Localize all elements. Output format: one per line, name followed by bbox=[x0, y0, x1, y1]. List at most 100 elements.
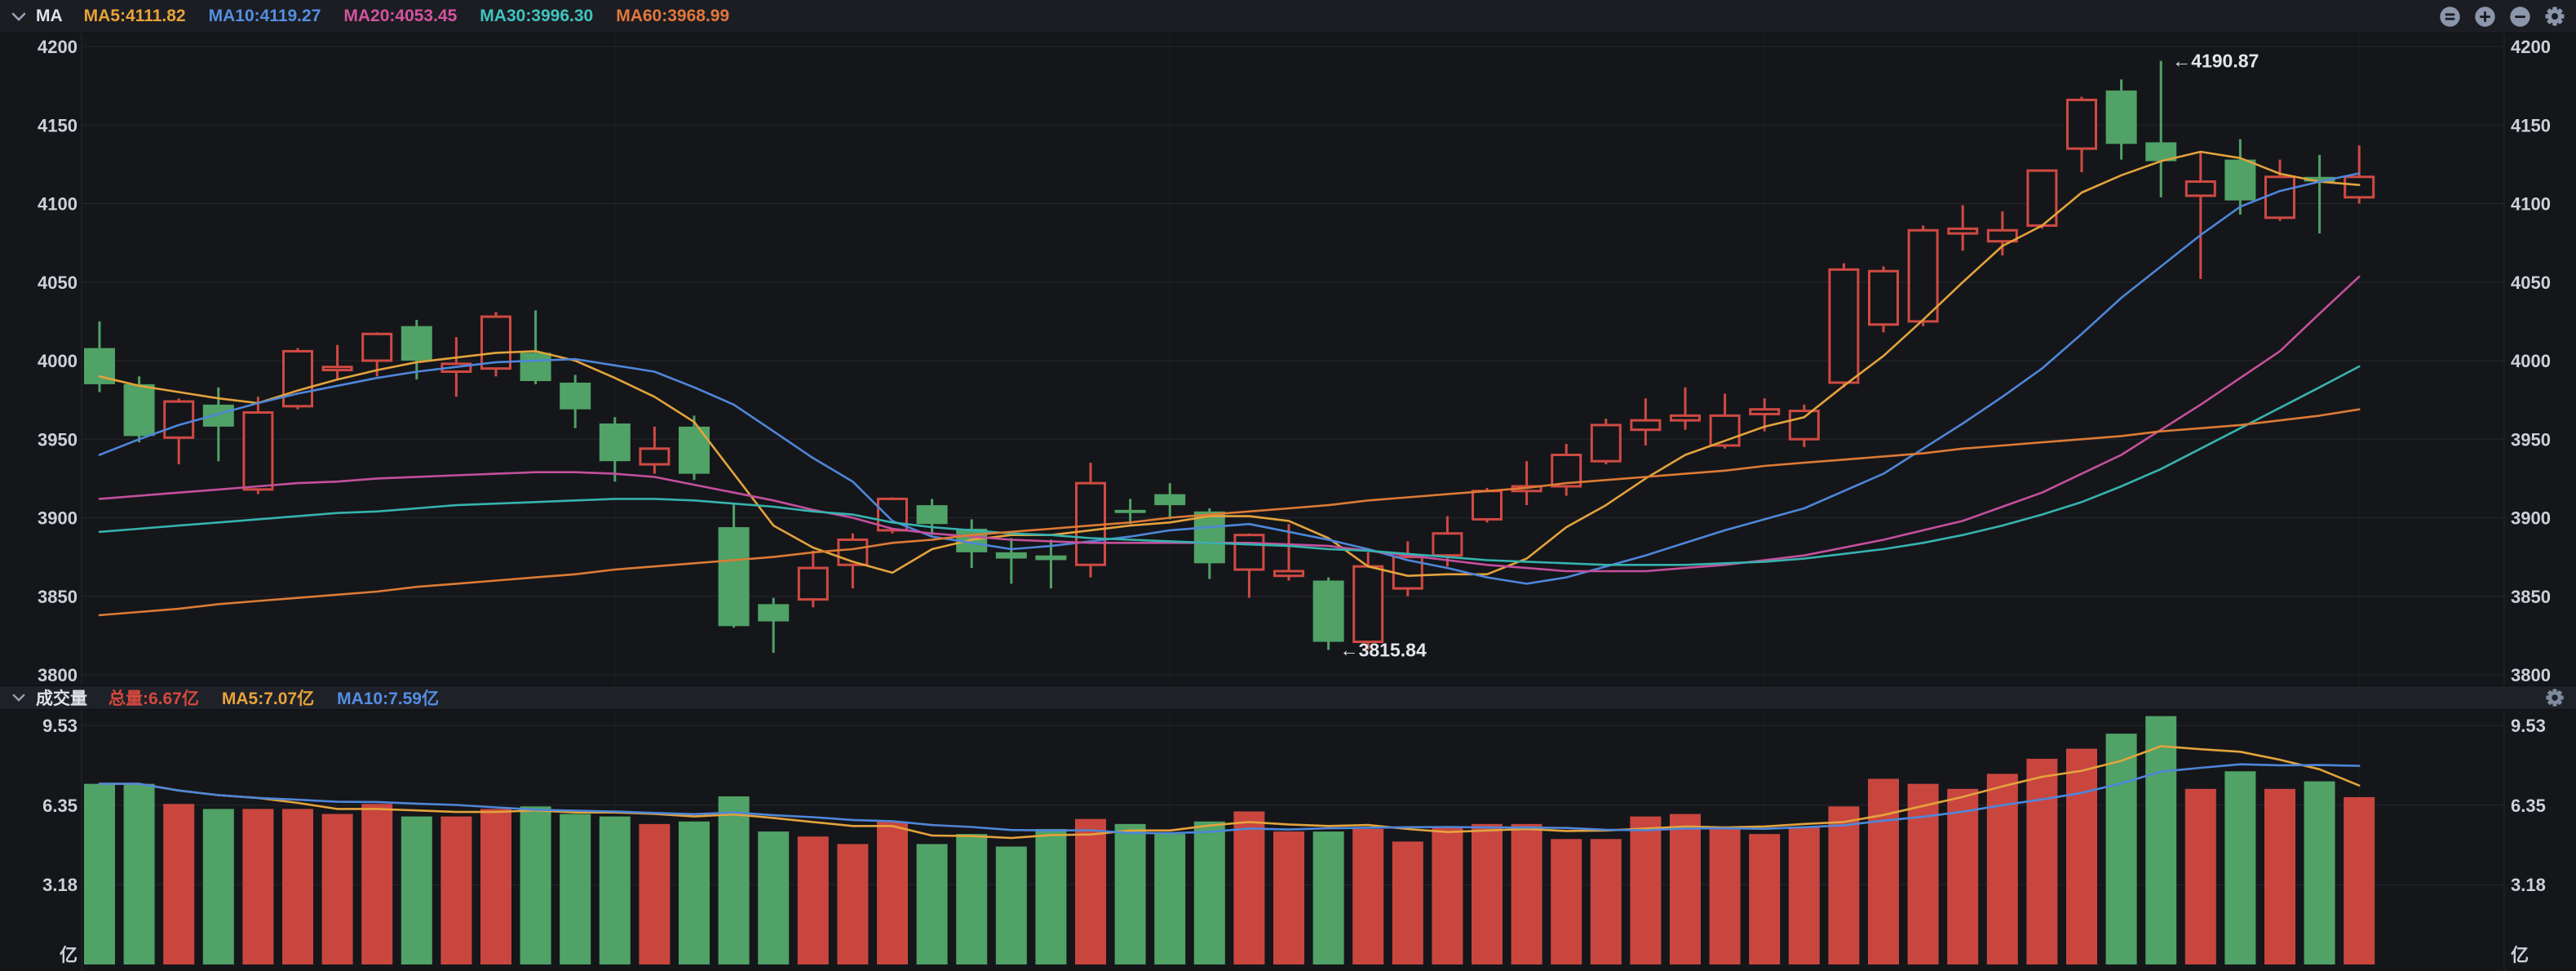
price-axis-label-right: 4150 bbox=[2511, 115, 2551, 135]
volume-bar bbox=[956, 834, 988, 964]
candle-body-down bbox=[916, 505, 948, 525]
candle-body-up bbox=[321, 366, 353, 372]
candle-body-down bbox=[123, 384, 155, 437]
candle-body-up bbox=[1907, 228, 1939, 323]
collapse-ma-chevron-down-icon[interactable] bbox=[10, 7, 28, 25]
price-extreme-annotation: ←4190.87 bbox=[2172, 51, 2259, 72]
candle-body-up bbox=[1432, 532, 1463, 557]
volume-bar bbox=[1630, 816, 1662, 964]
candle-body-up bbox=[1788, 410, 1820, 441]
candle-body-up bbox=[1590, 423, 1622, 463]
volume-bar bbox=[797, 836, 829, 964]
candle-body-up bbox=[797, 566, 829, 601]
volume-bar bbox=[2344, 796, 2375, 964]
volume-bar bbox=[2184, 788, 2216, 964]
volume-bar bbox=[599, 816, 631, 964]
volume-bar bbox=[1472, 823, 1503, 964]
zoom-in-icon[interactable] bbox=[2473, 5, 2496, 28]
volume-axis-label-right: 3.18 bbox=[2511, 875, 2546, 895]
volume-bar bbox=[1551, 839, 1582, 964]
volume-bar bbox=[1432, 826, 1463, 964]
price-axis-label-left: 3950 bbox=[38, 429, 77, 450]
candle-body-up bbox=[1352, 565, 1384, 644]
ma20-value-label: MA20:4053.45 bbox=[343, 7, 458, 25]
volume-bar bbox=[2304, 781, 2335, 964]
ma60-value-label: MA60:3968.99 bbox=[616, 7, 730, 25]
candle-body-up bbox=[1947, 227, 1979, 235]
volume-axis-label-left: 9.53 bbox=[42, 716, 77, 736]
volume-bar bbox=[321, 814, 353, 964]
candle-body-up bbox=[1551, 454, 1582, 488]
volume-bar bbox=[1193, 821, 1225, 964]
restore-icon[interactable] bbox=[2438, 5, 2461, 28]
candle-body-up bbox=[1749, 408, 1781, 415]
price-axis-label-left: 3850 bbox=[38, 587, 77, 607]
price-axis-label-left: 4050 bbox=[38, 273, 77, 293]
volume-bar bbox=[877, 821, 908, 964]
candle-body-down bbox=[1193, 511, 1225, 564]
price-axis-label-left: 3800 bbox=[38, 665, 77, 685]
volume-bar bbox=[163, 804, 195, 964]
price-axis-label-left: 4150 bbox=[38, 115, 77, 135]
volume-bar bbox=[1233, 811, 1265, 964]
volume-bar bbox=[1709, 828, 1741, 964]
candle-body-down bbox=[2145, 142, 2177, 162]
volume-ma10-label: MA10:7.59亿 bbox=[337, 689, 439, 708]
candle-body-up bbox=[1828, 268, 1860, 384]
volume-bar bbox=[1749, 834, 1781, 964]
candle-body-up bbox=[2066, 98, 2097, 150]
candle-body-down bbox=[560, 382, 591, 410]
candle-body-up bbox=[639, 447, 671, 466]
volume-bar bbox=[916, 844, 948, 964]
gear-icon[interactable] bbox=[2543, 686, 2566, 709]
candle-body-up bbox=[1472, 490, 1503, 521]
candle-body-up bbox=[163, 400, 195, 439]
collapse-volume-chevron-down-icon[interactable] bbox=[10, 689, 28, 707]
settings-icon[interactable] bbox=[2543, 5, 2566, 28]
candle-body-down bbox=[995, 552, 1027, 559]
volume-bar bbox=[282, 809, 313, 964]
volume-ma5-label: MA5:7.07亿 bbox=[221, 689, 315, 708]
volume-axis-label-left: 6.35 bbox=[42, 796, 77, 816]
ma30-value-label: MA30:3996.30 bbox=[480, 7, 594, 25]
volume-bar bbox=[995, 846, 1027, 964]
candle-body-down bbox=[1035, 555, 1067, 561]
candle-body-down bbox=[1312, 580, 1344, 642]
volume-bar bbox=[679, 821, 710, 964]
price-axis-label-left: 4100 bbox=[38, 194, 77, 215]
price-axis-label-right: 3950 bbox=[2511, 429, 2551, 450]
price-axis-label-right: 4050 bbox=[2511, 273, 2551, 293]
candle-body-down bbox=[202, 404, 234, 427]
volume-bar bbox=[1352, 828, 1384, 964]
candle-body-down bbox=[401, 326, 432, 361]
candle-body-down bbox=[1114, 509, 1146, 513]
volume-bar bbox=[401, 816, 432, 964]
volume-bar bbox=[2224, 771, 2256, 964]
volume-bar bbox=[520, 806, 551, 964]
candle-body-up bbox=[242, 411, 274, 491]
candle-body-up bbox=[1868, 269, 1899, 326]
volume-bar bbox=[2066, 748, 2097, 964]
volume-bar bbox=[242, 809, 274, 964]
price-axis-label-right: 3850 bbox=[2511, 587, 2551, 607]
volume-bar bbox=[718, 796, 750, 964]
volume-bar bbox=[560, 814, 591, 964]
volume-total-label: 总量:6.67亿 bbox=[108, 689, 199, 708]
price-axis-label-right: 3800 bbox=[2511, 665, 2551, 685]
candle-body-down bbox=[2224, 159, 2256, 201]
ma5-line bbox=[98, 150, 2361, 578]
candle-body-up bbox=[2184, 180, 2216, 197]
volume-axis-label-right: 9.53 bbox=[2511, 716, 2546, 736]
volume-axis-label-right: 6.35 bbox=[2511, 796, 2546, 816]
candle-body-down bbox=[1154, 494, 1186, 506]
volume-bar bbox=[1392, 841, 1423, 964]
candle-body-up bbox=[1670, 414, 1701, 422]
candle-body-down bbox=[599, 423, 631, 462]
candle-body-up bbox=[2264, 175, 2295, 219]
volume-bar bbox=[1907, 783, 1939, 964]
candle-body-up bbox=[2344, 175, 2375, 199]
zoom-out-icon[interactable] bbox=[2508, 5, 2531, 28]
volume-bar bbox=[1670, 814, 1701, 964]
volume-bar bbox=[440, 816, 472, 964]
volume-bar bbox=[202, 809, 234, 964]
